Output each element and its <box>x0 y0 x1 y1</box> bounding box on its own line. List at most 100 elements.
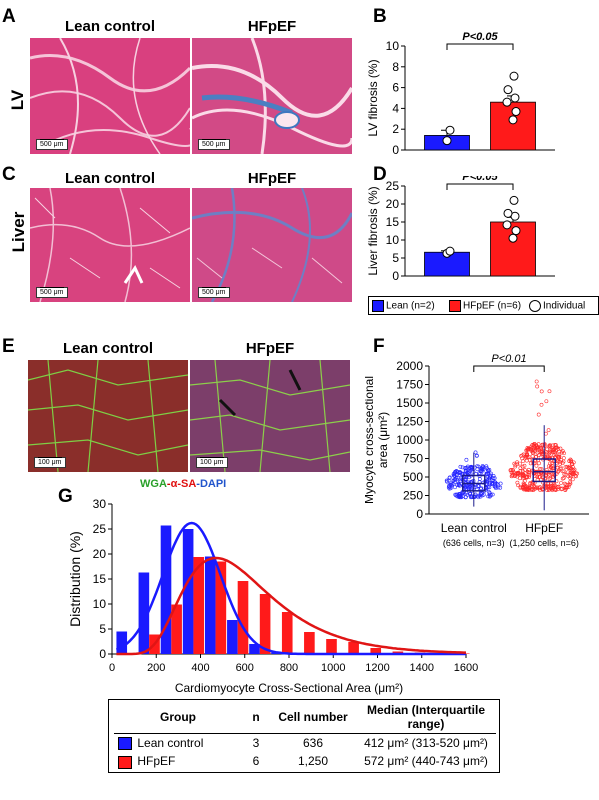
cell-point <box>528 445 533 450</box>
cell-point <box>563 465 568 470</box>
cell-point <box>523 468 527 472</box>
histogram-bar <box>182 529 194 654</box>
cell-point <box>469 494 474 498</box>
cell-point <box>530 450 535 455</box>
cell-point <box>458 479 463 484</box>
y-tick-label: 20 <box>93 547 107 561</box>
cell-point <box>532 484 536 489</box>
cell-point <box>465 492 470 497</box>
cell-point <box>476 464 481 469</box>
cell-point <box>487 492 492 497</box>
cell-point <box>520 469 525 473</box>
liver-hfpef-histology-art <box>192 188 352 302</box>
x-tick-label: 200 <box>147 662 165 674</box>
cell-point <box>555 465 560 470</box>
scale-bar: 500 μm <box>36 287 68 298</box>
chart-b: 0 2 4 6 8 10 LV fibrosis (%) P<0.05 <box>366 31 555 157</box>
liver-lean-histology-art <box>30 188 190 302</box>
panel-letter-d: D <box>373 164 387 185</box>
summary-n-cell: 3 <box>252 736 260 751</box>
y-tick-label: 0 <box>416 507 423 521</box>
histogram-bar <box>259 594 271 654</box>
cell-point <box>536 412 541 417</box>
scale-bar: 500 μm <box>198 139 230 150</box>
cell-point <box>548 450 553 455</box>
panel-c-right-title: HFpEF <box>247 170 297 187</box>
cell-point <box>553 446 557 451</box>
cell-point <box>572 472 576 477</box>
chart-d: 0 5 10 15 20 25 Liver fibrosis (%) P<0.05 <box>366 176 555 283</box>
legend-hfpef-swatch <box>449 300 461 312</box>
summary-table: Group n Cell number Median (Interquartil… <box>114 700 496 771</box>
cell-point <box>551 443 556 448</box>
histogram-bar <box>215 561 227 654</box>
cell-point <box>457 470 462 475</box>
cell-point <box>453 485 457 490</box>
cell-point <box>467 485 472 490</box>
cell-point <box>463 495 468 499</box>
summary-median-cell: 412 μm² (313-520 μm²) <box>364 736 488 751</box>
cell-point <box>454 493 458 498</box>
y-tick-label: 4 <box>392 101 399 115</box>
cell-point <box>570 467 575 472</box>
cell-point <box>455 482 459 487</box>
table-row: HFpEF 6 1,250 572 μm² (440-743 μm²) <box>114 752 496 770</box>
panel-letter-g: G <box>58 486 73 507</box>
stain-dapi: DAPI <box>199 478 227 490</box>
y-tick-label: 2000 <box>396 359 423 373</box>
cell-point <box>561 476 566 480</box>
cell-point <box>532 441 537 446</box>
lv-hfpef-histology-image: 500 μm <box>192 38 352 154</box>
y-tick-label: 2 <box>392 122 399 136</box>
summary-group-label: HFpEF <box>137 754 176 769</box>
cell-point <box>547 445 552 450</box>
fibrosis-legend: Lean (n=2) HFpEF (n=6) Individual <box>368 296 599 315</box>
summary-n-cell: 6 <box>252 754 260 769</box>
x-category-label: HFpEF <box>525 521 563 535</box>
data-point <box>442 136 452 146</box>
y-tick-label: 1000 <box>396 433 423 447</box>
cell-point <box>557 454 562 459</box>
cell-point <box>479 468 484 472</box>
cell-point <box>445 479 449 484</box>
histogram-bar <box>249 644 260 654</box>
legend-lean-swatch <box>372 300 384 312</box>
histogram-bar <box>326 639 337 654</box>
cell-point <box>486 468 491 473</box>
cell-point <box>465 471 470 476</box>
p-value-label: P<0.01 <box>491 353 526 365</box>
cell-point <box>572 467 577 472</box>
histogram-bar <box>304 632 315 654</box>
cell-point <box>480 467 485 472</box>
cell-point <box>526 486 530 491</box>
summary-header-cells: Cell number <box>270 700 356 734</box>
data-point <box>511 107 521 117</box>
cell-point <box>569 458 574 463</box>
histogram-bar <box>227 620 238 654</box>
cell-point <box>568 480 572 485</box>
cell-point <box>518 473 523 478</box>
legend-individual-marker <box>529 300 541 312</box>
x-tick-label: 400 <box>191 662 209 674</box>
cell-point <box>453 477 457 482</box>
cell-point <box>447 486 452 491</box>
cell-point <box>566 470 571 475</box>
cell-point <box>539 402 544 407</box>
cell-point <box>535 384 540 389</box>
cell-point <box>559 458 564 462</box>
cell-point <box>560 476 565 481</box>
chart-g: 0 5 10 15 20 25 30 0 200 400 600 800 1000 1200 1400 160… <box>67 497 478 695</box>
lv-hfpef-histology-art <box>192 38 352 154</box>
cell-point <box>516 471 520 476</box>
y-tick-label: 250 <box>403 489 423 503</box>
lean-fit-curve <box>115 521 466 656</box>
y-tick-label: 25 <box>386 179 400 193</box>
cell-point <box>515 460 520 465</box>
legend-lean-label: Lean (n=2) <box>386 300 435 312</box>
cell-point <box>536 486 541 491</box>
scale-bar: 500 μm <box>36 139 68 150</box>
panel-letter-e: E <box>2 336 15 357</box>
data-point <box>445 246 455 256</box>
data-point <box>508 115 518 125</box>
cell-point <box>551 485 556 490</box>
